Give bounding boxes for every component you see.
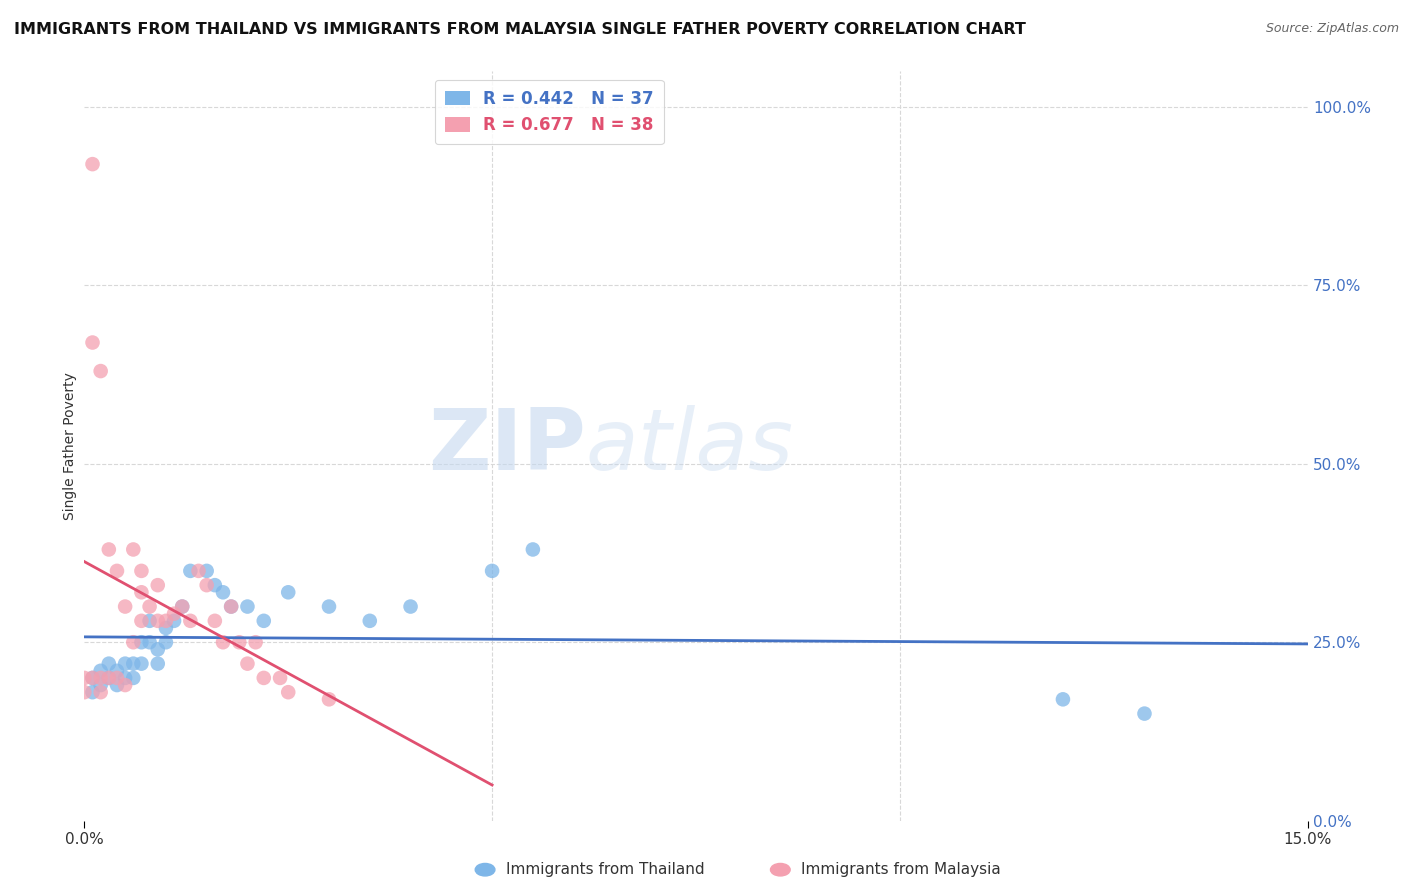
Point bbox=[131, 564, 153, 578]
Point bbox=[105, 671, 128, 685]
Point bbox=[122, 542, 145, 557]
Text: Immigrants from Malaysia: Immigrants from Malaysia bbox=[801, 863, 1001, 877]
Point bbox=[131, 585, 153, 599]
Legend: R = 0.442   N = 37, R = 0.677   N = 38: R = 0.442 N = 37, R = 0.677 N = 38 bbox=[434, 79, 664, 144]
Point bbox=[82, 335, 104, 350]
Point bbox=[277, 685, 299, 699]
Point bbox=[122, 671, 145, 685]
Point bbox=[172, 599, 194, 614]
Y-axis label: Single Father Poverty: Single Father Poverty bbox=[63, 372, 77, 520]
Point bbox=[219, 599, 242, 614]
Text: IMMIGRANTS FROM THAILAND VS IMMIGRANTS FROM MALAYSIA SINGLE FATHER POVERTY CORRE: IMMIGRANTS FROM THAILAND VS IMMIGRANTS F… bbox=[14, 22, 1026, 37]
Text: atlas: atlas bbox=[586, 404, 794, 488]
Point bbox=[105, 664, 128, 678]
Point bbox=[90, 364, 112, 378]
Point bbox=[195, 564, 218, 578]
Point bbox=[146, 657, 169, 671]
Point bbox=[236, 657, 259, 671]
Point bbox=[97, 657, 120, 671]
Point bbox=[204, 578, 226, 592]
Point bbox=[172, 599, 194, 614]
Point bbox=[82, 671, 104, 685]
Point bbox=[114, 678, 136, 692]
Point bbox=[187, 564, 209, 578]
Point bbox=[146, 614, 169, 628]
Point bbox=[97, 542, 120, 557]
Point bbox=[73, 671, 96, 685]
Point bbox=[195, 578, 218, 592]
Point bbox=[90, 671, 112, 685]
Point bbox=[359, 614, 381, 628]
Point bbox=[522, 542, 544, 557]
Point bbox=[90, 664, 112, 678]
Point bbox=[131, 657, 153, 671]
Point bbox=[245, 635, 267, 649]
Point bbox=[97, 671, 120, 685]
Point bbox=[253, 671, 276, 685]
Point bbox=[204, 614, 226, 628]
Point bbox=[155, 614, 177, 628]
Point bbox=[155, 635, 177, 649]
Point bbox=[82, 157, 104, 171]
Point bbox=[228, 635, 250, 649]
Point bbox=[138, 599, 160, 614]
Point bbox=[318, 599, 340, 614]
Point bbox=[277, 585, 299, 599]
Point bbox=[269, 671, 291, 685]
Point bbox=[236, 599, 259, 614]
Point bbox=[399, 599, 422, 614]
Point bbox=[105, 564, 128, 578]
Point bbox=[253, 614, 276, 628]
Point bbox=[318, 692, 340, 706]
Point bbox=[114, 671, 136, 685]
Text: Immigrants from Thailand: Immigrants from Thailand bbox=[506, 863, 704, 877]
Point bbox=[131, 614, 153, 628]
Point bbox=[481, 564, 503, 578]
Point bbox=[90, 685, 112, 699]
Point bbox=[163, 614, 186, 628]
Point bbox=[1052, 692, 1074, 706]
Point bbox=[114, 599, 136, 614]
Point bbox=[105, 678, 128, 692]
Point bbox=[179, 614, 201, 628]
Point bbox=[138, 614, 160, 628]
Point bbox=[146, 642, 169, 657]
Point bbox=[155, 621, 177, 635]
Point bbox=[146, 578, 169, 592]
Point bbox=[163, 607, 186, 621]
Point bbox=[122, 657, 145, 671]
Point bbox=[122, 635, 145, 649]
Point bbox=[97, 671, 120, 685]
Point bbox=[82, 685, 104, 699]
Point bbox=[90, 678, 112, 692]
Point bbox=[1133, 706, 1156, 721]
Text: ZIP: ZIP bbox=[429, 404, 586, 488]
Point bbox=[138, 635, 160, 649]
Point bbox=[212, 585, 235, 599]
Point bbox=[82, 671, 104, 685]
Point bbox=[131, 635, 153, 649]
Point bbox=[212, 635, 235, 649]
Text: Source: ZipAtlas.com: Source: ZipAtlas.com bbox=[1265, 22, 1399, 36]
Point bbox=[219, 599, 242, 614]
Point bbox=[179, 564, 201, 578]
Point bbox=[73, 685, 96, 699]
Point bbox=[114, 657, 136, 671]
